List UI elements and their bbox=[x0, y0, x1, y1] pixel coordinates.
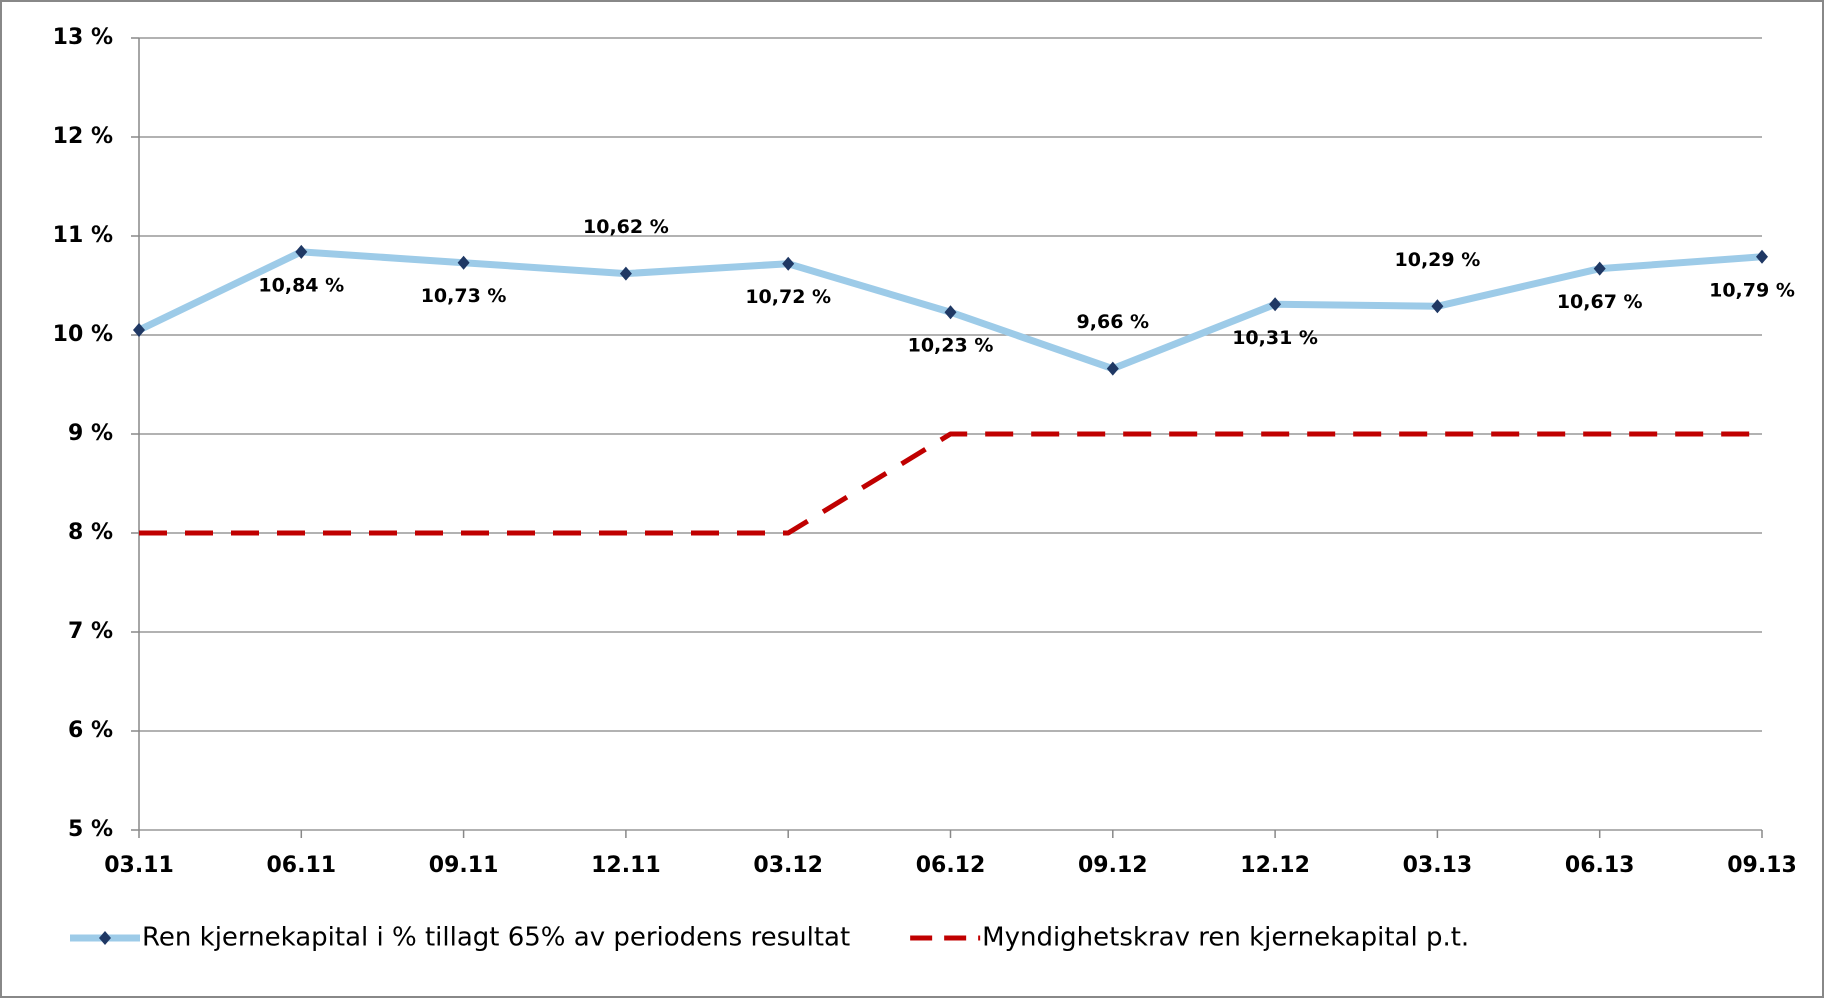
y-tick-label: 8 % bbox=[68, 520, 113, 545]
series-line bbox=[139, 431, 1762, 536]
y-tick-label: 11 % bbox=[53, 223, 113, 248]
y-tick-label: 12 % bbox=[53, 124, 113, 149]
data-label: 10,29 % bbox=[1395, 249, 1481, 271]
x-tick-label: 12.11 bbox=[591, 853, 661, 878]
x-tick-label: 12.12 bbox=[1240, 853, 1310, 878]
legend-marker bbox=[99, 931, 111, 945]
x-tick-label: 06.13 bbox=[1565, 853, 1635, 878]
data-label: 10,67 % bbox=[1557, 291, 1643, 313]
marker bbox=[1106, 361, 1119, 376]
x-tick-label: 09.13 bbox=[1727, 853, 1797, 878]
legend-label: Ren kjernekapital i % tillagt 65% av per… bbox=[142, 923, 850, 953]
marker bbox=[782, 256, 795, 271]
x-tick-label: 03.12 bbox=[753, 853, 823, 878]
y-tick-label: 10 % bbox=[53, 322, 113, 347]
x-tick-label: 03.13 bbox=[1403, 853, 1473, 878]
data-label: 10,31 % bbox=[1232, 327, 1318, 349]
y-tick-label: 7 % bbox=[68, 619, 113, 644]
y-tick-label: 6 % bbox=[68, 718, 113, 743]
marker bbox=[1756, 249, 1768, 264]
data-label: 10,84 % bbox=[258, 274, 344, 296]
x-tick-label: 06.11 bbox=[267, 853, 337, 878]
data-label: 9,66 % bbox=[1077, 311, 1150, 333]
data-label: 10,73 % bbox=[421, 285, 507, 307]
marker bbox=[944, 305, 957, 320]
marker bbox=[133, 323, 145, 338]
data-label: 10,72 % bbox=[745, 286, 831, 308]
x-tick-label: 06.12 bbox=[916, 853, 986, 878]
x-tick-label: 03.11 bbox=[104, 853, 174, 878]
x-tick-label: 09.12 bbox=[1078, 853, 1148, 878]
y-tick-label: 13 % bbox=[53, 25, 113, 50]
legend-label: Myndighetskrav ren kjernekapital p.t. bbox=[982, 923, 1469, 953]
marker bbox=[457, 255, 470, 270]
marker bbox=[619, 266, 632, 281]
y-tick-label: 9 % bbox=[68, 421, 113, 446]
marker bbox=[1269, 297, 1282, 312]
marker bbox=[1431, 299, 1444, 314]
data-label: 10,62 % bbox=[583, 216, 669, 238]
data-label: 10,79 % bbox=[1709, 279, 1795, 301]
x-tick-label: 09.11 bbox=[429, 853, 499, 878]
data-label: 10,23 % bbox=[908, 335, 994, 357]
marker bbox=[295, 244, 308, 259]
marker bbox=[1593, 261, 1606, 276]
y-tick-label: 5 % bbox=[68, 817, 113, 842]
